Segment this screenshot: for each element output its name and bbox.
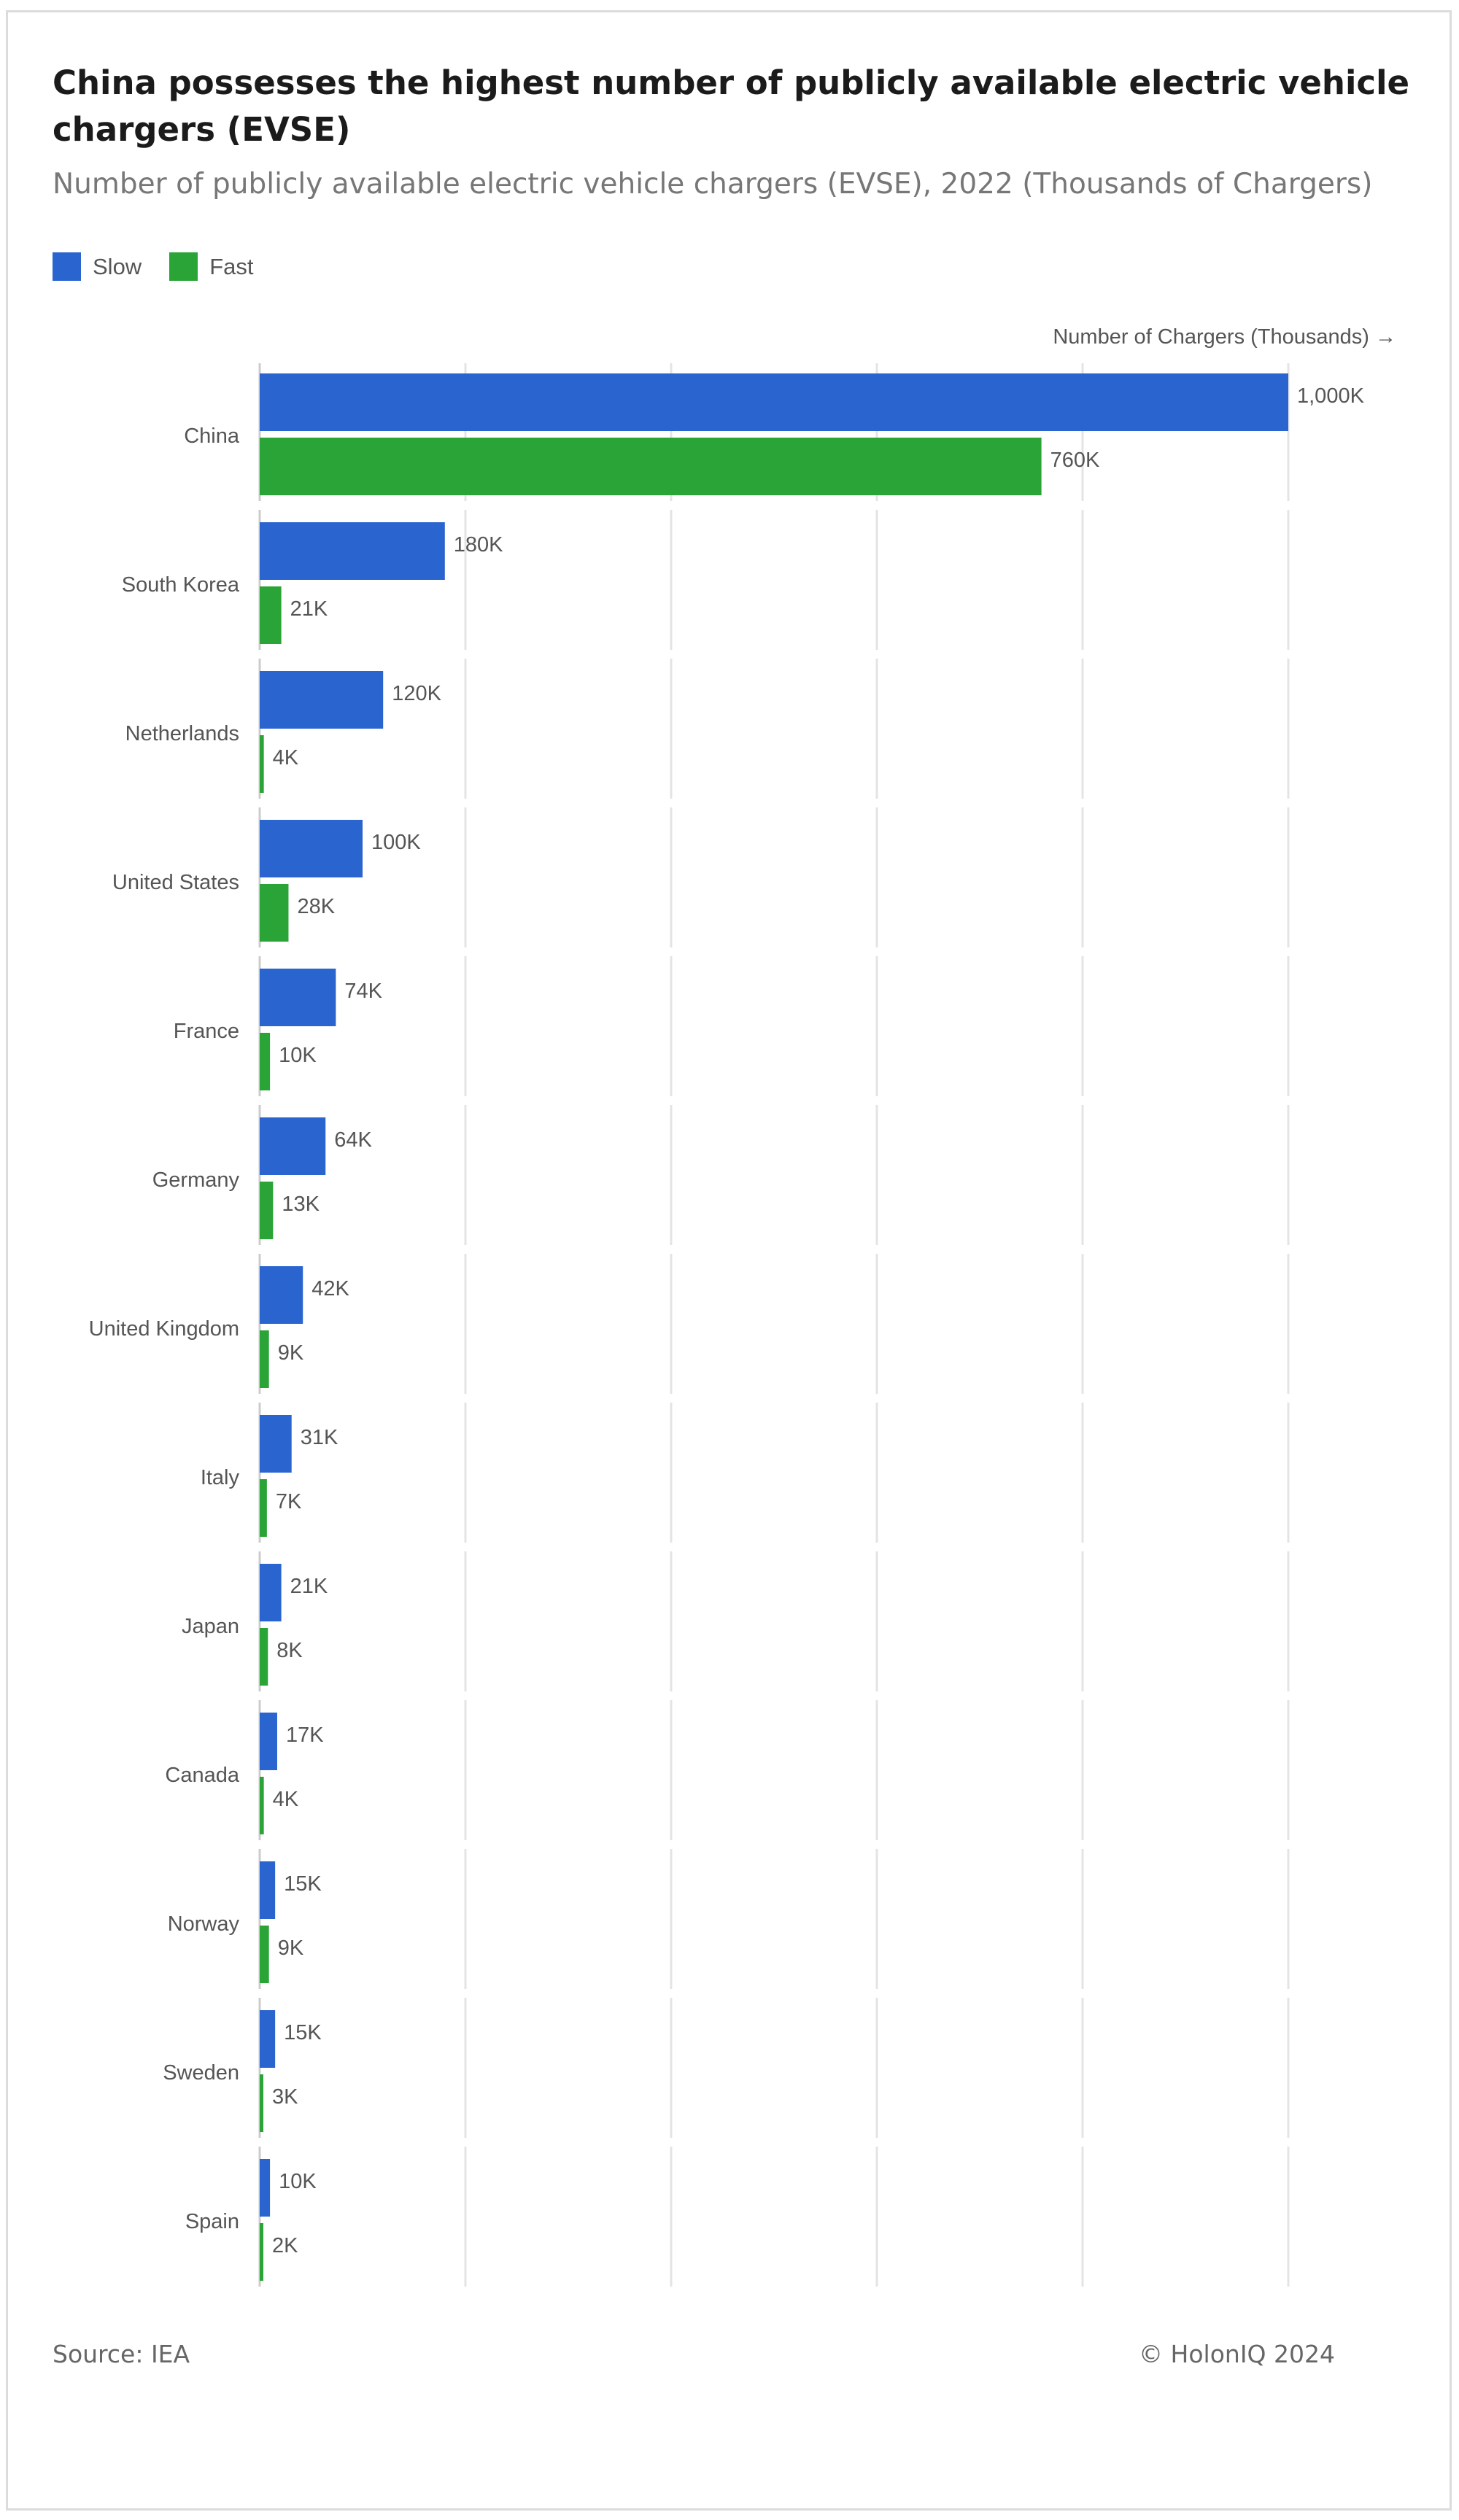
group-separator [258, 799, 1291, 807]
data-label-slow-norway: 15K [284, 1872, 322, 1896]
bar-slow-united-kingdom [260, 1266, 303, 1324]
data-label-fast-united-kingdom: 9K [278, 1341, 304, 1365]
group-separator [258, 1543, 1291, 1551]
legend-item-slow[interactable]: Slow [53, 252, 142, 281]
category-label-china: China [184, 424, 240, 448]
bar-slow-netherlands [260, 671, 384, 729]
data-label-fast-norway: 9K [278, 1936, 304, 1960]
data-label-slow-japan: 21K [290, 1575, 328, 1598]
data-label-slow-sweden: 15K [284, 2021, 322, 2044]
group-separator [258, 1394, 1291, 1403]
data-label-fast-italy: 7K [276, 1490, 302, 1513]
bar-fast-france [260, 1033, 271, 1090]
legend-swatch-slow [53, 252, 81, 281]
bar-fast-south-korea [260, 586, 282, 644]
bar-slow-canada [260, 1713, 277, 1770]
bar-slow-germany [260, 1117, 326, 1175]
data-label-fast-japan: 8K [276, 1639, 303, 1662]
bar-slow-italy [260, 1415, 292, 1473]
legend-item-fast[interactable]: Fast [169, 252, 254, 281]
data-label-slow-canada: 17K [286, 1724, 324, 1747]
bar-slow-norway [260, 1861, 276, 1919]
bar-fast-netherlands [260, 735, 264, 793]
category-label-netherlands: Netherlands [125, 722, 239, 745]
bar-fast-germany [260, 1182, 274, 1239]
data-label-fast-spain: 2K [272, 2234, 298, 2257]
bar-fast-united-states [260, 884, 289, 942]
bar-fast-sweden [260, 2074, 263, 2132]
bar-slow-japan [260, 1564, 282, 1621]
data-label-fast-canada: 4K [273, 1788, 299, 1811]
chart-subtitle: Number of publicly available electric ve… [53, 168, 1373, 201]
category-label-united-kingdom: United Kingdom [89, 1317, 239, 1341]
bar-fast-canada [260, 1777, 264, 1834]
data-label-fast-sweden: 3K [272, 2085, 298, 2109]
bar-fast-japan [260, 1628, 268, 1686]
data-label-slow-united-states: 100K [371, 831, 421, 854]
data-label-fast-france: 10K [279, 1044, 317, 1067]
data-label-slow-united-kingdom: 42K [311, 1277, 349, 1300]
copyright-note: © HolonIQ 2024 [1139, 2340, 1335, 2368]
category-label-norway: Norway [168, 1912, 240, 1936]
data-label-slow-france: 74K [344, 980, 382, 1003]
legend-swatch-fast [169, 252, 198, 281]
legend-label-fast: Fast [209, 253, 254, 279]
category-label-italy: Italy [201, 1466, 240, 1489]
source-note: Source: IEA [53, 2340, 190, 2368]
chart-legend: Slow Fast [53, 252, 282, 281]
data-label-fast-united-states: 28K [297, 895, 335, 918]
group-separator [258, 1245, 1291, 1254]
chart-title: China possesses the highest number of pu… [53, 63, 1410, 149]
group-separator [258, 1691, 1291, 1700]
legend-label-slow: Slow [93, 253, 142, 279]
data-label-fast-china: 760K [1050, 449, 1100, 472]
bar-fast-china [260, 438, 1042, 495]
data-label-fast-netherlands: 4K [273, 746, 299, 769]
bar-fast-norway [260, 1926, 269, 1983]
group-separator [258, 650, 1291, 659]
data-label-slow-germany: 64K [334, 1128, 372, 1152]
group-separator [258, 2138, 1291, 2147]
bar-fast-united-kingdom [260, 1330, 269, 1388]
data-label-fast-south-korea: 21K [290, 597, 328, 621]
group-separator [258, 947, 1291, 956]
group-separator [258, 1096, 1291, 1105]
bar-fast-spain [260, 2223, 263, 2281]
category-label-canada: Canada [165, 1764, 239, 1787]
category-label-united-states: United States [112, 871, 239, 894]
bar-slow-france [260, 969, 336, 1026]
group-separator [258, 1840, 1291, 1849]
bar-fast-italy [260, 1479, 267, 1537]
data-label-slow-netherlands: 120K [392, 682, 441, 705]
group-separator [258, 501, 1291, 510]
category-label-sweden: Sweden [163, 2061, 239, 2085]
data-label-slow-spain: 10K [279, 2170, 317, 2193]
category-label-germany: Germany [152, 1168, 240, 1192]
data-label-slow-south-korea: 180K [454, 533, 503, 557]
category-label-spain: Spain [185, 2210, 239, 2233]
bar-slow-spain [260, 2159, 271, 2217]
bar-slow-china [260, 373, 1288, 431]
category-label-japan: Japan [182, 1615, 239, 1638]
category-label-south-korea: South Korea [122, 573, 240, 597]
data-label-fast-germany: 13K [282, 1193, 320, 1216]
bar-slow-sweden [260, 2010, 276, 2068]
bar-slow-south-korea [260, 522, 445, 580]
data-label-slow-china: 1,000K [1297, 384, 1365, 408]
x-axis-label: Number of Chargers (Thousands) → [1053, 325, 1396, 349]
bar-slow-united-states [260, 820, 363, 877]
category-label-france: France [174, 1020, 239, 1043]
group-separator [258, 1989, 1291, 1998]
data-label-slow-italy: 31K [301, 1426, 338, 1449]
